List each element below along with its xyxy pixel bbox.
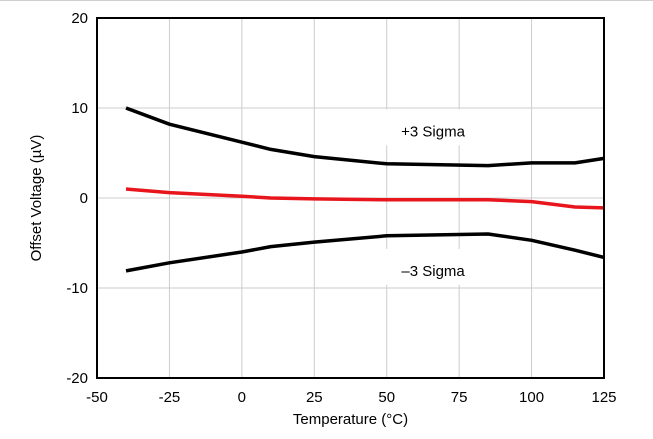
- series-lines: [125, 106, 605, 273]
- x-tick-label: 25: [306, 389, 323, 406]
- annotation-label: +3 Sigma: [401, 123, 465, 140]
- x-tick-label: 75: [451, 389, 468, 406]
- y-tick-labels: -20 -10 0 10 20: [66, 10, 88, 387]
- y-tick-label: -10: [66, 280, 88, 297]
- x-tick-label: 0: [238, 389, 246, 406]
- annotations: +3 Sigma –3 Sigma: [378, 109, 489, 285]
- x-tick-labels: -50 -25 0 25 50 75 100 125: [86, 389, 616, 406]
- minus-3-sigma-line: [125, 232, 605, 273]
- annotation-background: [378, 248, 489, 285]
- annotation-background: [378, 109, 489, 146]
- x-tick-label: -25: [159, 389, 181, 406]
- y-tick-label: 0: [80, 190, 88, 207]
- x-tick-label: 125: [591, 389, 616, 406]
- y-tick-label: 20: [71, 10, 88, 27]
- plus-3-sigma-line: [125, 106, 605, 168]
- top-border-line: [0, 0, 653, 1]
- annotation-label: –3 Sigma: [401, 263, 465, 280]
- y-tick-label: -20: [66, 370, 88, 387]
- x-tick-label: 50: [378, 389, 395, 406]
- x-tick-label: 100: [519, 389, 544, 406]
- y-tick-label: 10: [71, 100, 88, 117]
- mean-line: [125, 187, 605, 210]
- x-axis-title: Temperature (°C): [293, 411, 408, 428]
- plot-frame: [96, 17, 605, 379]
- y-axis-title: Offset Voltage (µV): [28, 135, 45, 262]
- x-tick-label: -50: [86, 389, 108, 406]
